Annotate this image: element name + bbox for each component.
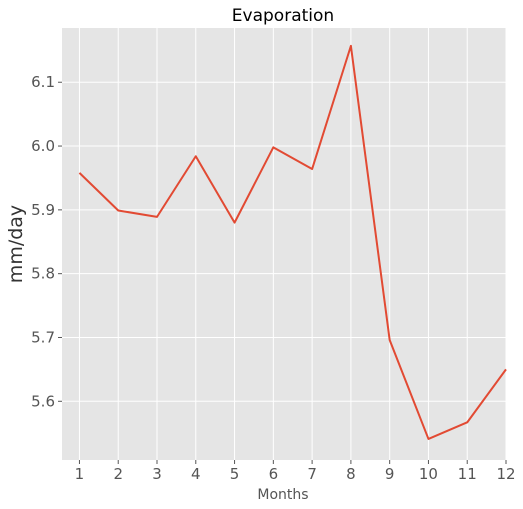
evaporation-series-line [78, 44, 507, 440]
x-tick-label: 1 [75, 465, 85, 483]
y-tick-label: 5.9 [31, 201, 55, 219]
grid-lines [62, 28, 507, 460]
data-point [272, 146, 274, 148]
data-point [117, 210, 119, 212]
series-group [78, 44, 507, 440]
x-tick-label: 8 [346, 465, 356, 483]
x-tick-label: 12 [496, 465, 515, 483]
chart-title: Evaporation [232, 6, 334, 26]
data-point [350, 45, 352, 47]
x-tick-label: 3 [152, 465, 162, 483]
x-tick-label: 5 [230, 465, 240, 483]
axis-ticks: 1 2 3 4 5 6 7 8 9 10 11 125.65.75.85.96.06.1 [31, 73, 515, 483]
data-point [427, 438, 429, 440]
plot-area [62, 28, 506, 460]
x-tick-label: 11 [458, 465, 477, 483]
x-tick-label: 7 [307, 465, 317, 483]
data-point [389, 339, 391, 341]
x-tick-label: 4 [191, 465, 201, 483]
data-point [156, 216, 158, 218]
y-tick-label: 5.8 [31, 265, 55, 283]
y-tick-label: 6.1 [31, 73, 55, 91]
x-tick-label: 2 [113, 465, 123, 483]
data-point [311, 168, 313, 170]
data-point [195, 155, 197, 157]
x-tick-label: 6 [269, 465, 279, 483]
x-tick-label: 9 [385, 465, 395, 483]
x-tick-label: 10 [419, 465, 438, 483]
x-axis-label: Months [257, 487, 308, 503]
y-axis-label: mm/day [5, 205, 27, 283]
y-tick-label: 6.0 [31, 137, 55, 155]
y-tick-label: 5.7 [31, 328, 55, 346]
data-point [466, 421, 468, 423]
data-point [234, 222, 236, 224]
data-point [505, 368, 507, 370]
y-tick-label: 5.6 [31, 392, 55, 410]
data-point [78, 172, 80, 174]
